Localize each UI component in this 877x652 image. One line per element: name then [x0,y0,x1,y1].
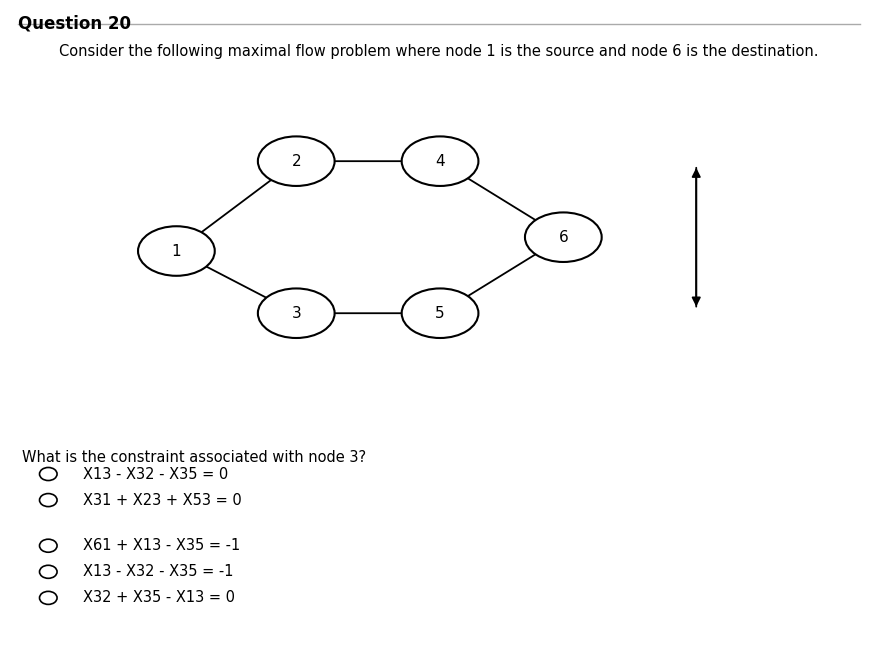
Text: X13 - X32 - X35 = 0: X13 - X32 - X35 = 0 [83,466,228,482]
Ellipse shape [524,213,601,262]
Ellipse shape [401,288,478,338]
Circle shape [39,539,57,552]
Circle shape [39,467,57,481]
Text: X13 - X32 - X35 = -1: X13 - X32 - X35 = -1 [83,564,233,580]
FancyArrowPatch shape [182,166,289,247]
Text: What is the constraint associated with node 3?: What is the constraint associated with n… [22,450,366,465]
Circle shape [39,591,57,604]
Ellipse shape [138,226,215,276]
Text: 5: 5 [435,306,445,321]
Text: 4: 4 [435,154,445,169]
FancyArrowPatch shape [446,242,555,310]
Text: X61 + X13 - X35 = -1: X61 + X13 - X35 = -1 [83,538,240,554]
Text: 1: 1 [171,243,181,259]
Text: 2: 2 [291,154,301,169]
Ellipse shape [258,288,334,338]
Ellipse shape [258,136,334,186]
FancyArrowPatch shape [692,168,699,304]
FancyArrowPatch shape [303,310,431,317]
Text: Question 20: Question 20 [18,14,131,33]
Text: 3: 3 [291,306,301,321]
Ellipse shape [401,136,478,186]
Text: X31 + X23 + X53 = 0: X31 + X23 + X53 = 0 [83,492,242,508]
FancyArrowPatch shape [446,164,555,233]
FancyArrowPatch shape [692,170,699,306]
Text: X32 + X35 - X13 = 0: X32 + X35 - X13 = 0 [83,590,235,606]
Text: 6: 6 [558,230,567,244]
FancyArrowPatch shape [182,254,289,309]
Circle shape [39,494,57,507]
FancyArrowPatch shape [303,158,431,165]
Text: Consider the following maximal flow problem where node 1 is the source and node : Consider the following maximal flow prob… [59,44,818,59]
Circle shape [39,565,57,578]
